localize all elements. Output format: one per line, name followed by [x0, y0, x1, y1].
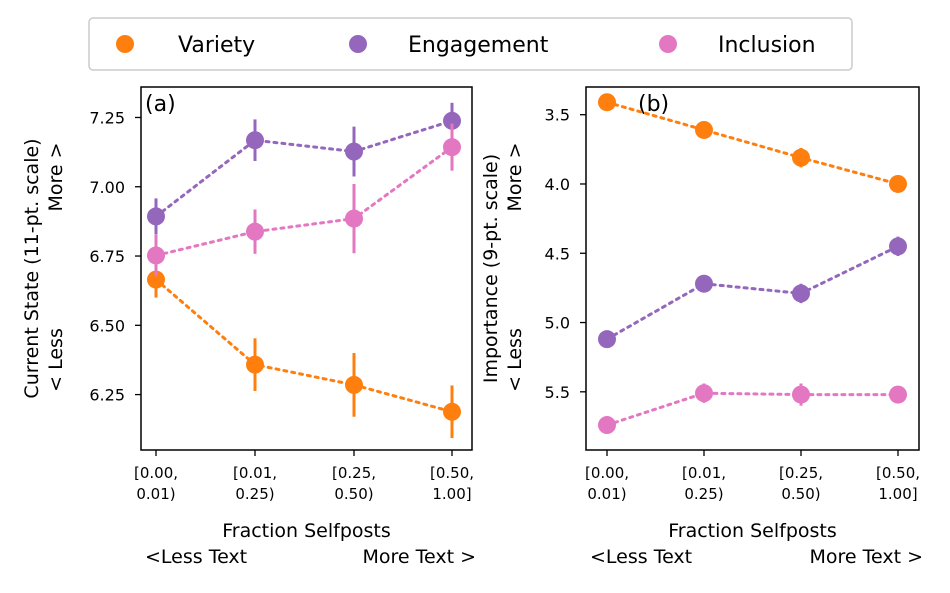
data-point-variety [246, 355, 264, 374]
x-axis-label: Fraction Selfposts [668, 520, 837, 542]
data-point-variety [345, 375, 363, 394]
y-axis-label: Importance (9-pt. scale) [480, 154, 502, 383]
y-axis-sublabel-less: < Less [45, 328, 67, 392]
legend-label-engagement: Engagement [408, 33, 549, 58]
panel-a: 6.25 6.50 6.75 7.00 7.25 [0.00, 0.01) [0.01, 0.2… [21, 86, 476, 568]
data-point-variety [792, 148, 810, 167]
y-tick-label: 6.25 [89, 386, 125, 405]
x-tick-label: 0.25) [684, 485, 723, 503]
x-axis-sublabel-more: More Text > [809, 546, 923, 568]
x-axis-sublabel-more: More Text > [362, 546, 476, 568]
x-tick-label: 1.00] [878, 485, 917, 503]
x-tick-label: [0.00, [134, 464, 178, 482]
y-axis-label: Current State (11-pt. scale) [21, 138, 43, 398]
x-tick-label: 0.50) [781, 485, 820, 503]
data-point-engagement [443, 111, 461, 130]
legend-marker-variety [116, 35, 134, 53]
series-line-inclusion [605, 391, 900, 427]
x-tick-label: [0.50, [430, 464, 474, 482]
data-point-engagement [147, 207, 165, 226]
data-point-inclusion [792, 385, 810, 404]
axes-frame [140, 86, 473, 451]
y-tick-label: 5.5 [545, 383, 570, 402]
legend-label-variety: Variety [178, 33, 255, 58]
x-axis-label: Fraction Selfposts [222, 520, 391, 542]
data-point-inclusion [695, 384, 713, 403]
data-point-engagement [345, 142, 363, 161]
data-point-inclusion [345, 209, 363, 228]
series-line-engagement [605, 244, 900, 341]
data-point-engagement [889, 237, 907, 256]
axes-frame [585, 86, 920, 451]
x-tick-label: 0.01) [587, 485, 626, 503]
series-line-variety [605, 100, 900, 186]
series-line-engagement [154, 119, 454, 218]
data-point-variety [695, 120, 713, 139]
panel-b: 3.5 4.0 4.5 5.0 5.5 [0.00, 0.01) [0.01, 0.25) [0.… [480, 86, 923, 568]
panel-label: (b) [638, 92, 669, 117]
series-line-variety [154, 278, 454, 414]
legend-label-inclusion: Inclusion [718, 33, 816, 58]
legend-marker-engagement [349, 35, 367, 53]
data-point-variety [598, 93, 616, 112]
data-point-variety [443, 402, 461, 421]
x-tick-label: [0.25, [779, 464, 823, 482]
x-tick-label: [0.25, [332, 464, 376, 482]
legend-marker-inclusion [659, 35, 677, 53]
y-axis-sublabel-more: More > [45, 142, 67, 211]
legend-frame [88, 17, 853, 71]
x-tick-label: [0.00, [585, 464, 629, 482]
data-point-variety [889, 174, 907, 193]
x-tick-label: [0.01, [233, 464, 277, 482]
y-axis-sublabel-more: More > [504, 142, 526, 211]
x-tick-label: [0.50, [876, 464, 920, 482]
x-axis-sublabel-less: <Less Text [145, 546, 247, 568]
data-point-inclusion [889, 385, 907, 404]
series-line-inclusion [154, 145, 454, 257]
data-point-engagement [792, 284, 810, 303]
x-axis-sublabel-less: <Less Text [590, 546, 692, 568]
y-tick-label: 7.25 [89, 108, 125, 127]
data-point-inclusion [598, 416, 616, 435]
x-tick-label: [0.01, [682, 464, 726, 482]
y-axis-sublabel-less: < Less [504, 328, 526, 392]
y-tick-label: 6.75 [89, 247, 125, 266]
data-point-inclusion [246, 222, 264, 241]
y-tick-label: 3.5 [545, 106, 570, 125]
y-tick-label: 5.0 [545, 314, 570, 333]
y-tick-label: 7.00 [89, 178, 125, 197]
data-point-engagement [598, 330, 616, 349]
data-point-inclusion [147, 246, 165, 265]
y-tick-label: 4.5 [545, 244, 570, 263]
x-tick-label: 0.25) [235, 485, 274, 503]
y-tick-label: 6.50 [89, 316, 125, 335]
x-tick-label: 0.01) [136, 485, 175, 503]
data-point-engagement [695, 274, 713, 293]
x-tick-label: 1.00] [432, 485, 471, 503]
data-point-variety [147, 270, 165, 289]
panel-label: (a) [145, 92, 176, 117]
data-point-engagement [246, 131, 264, 150]
y-tick-label: 4.0 [545, 175, 570, 194]
x-tick-label: 0.50) [334, 485, 373, 503]
legend: Variety Engagement Inclusion [88, 17, 853, 71]
data-point-inclusion [443, 138, 461, 157]
